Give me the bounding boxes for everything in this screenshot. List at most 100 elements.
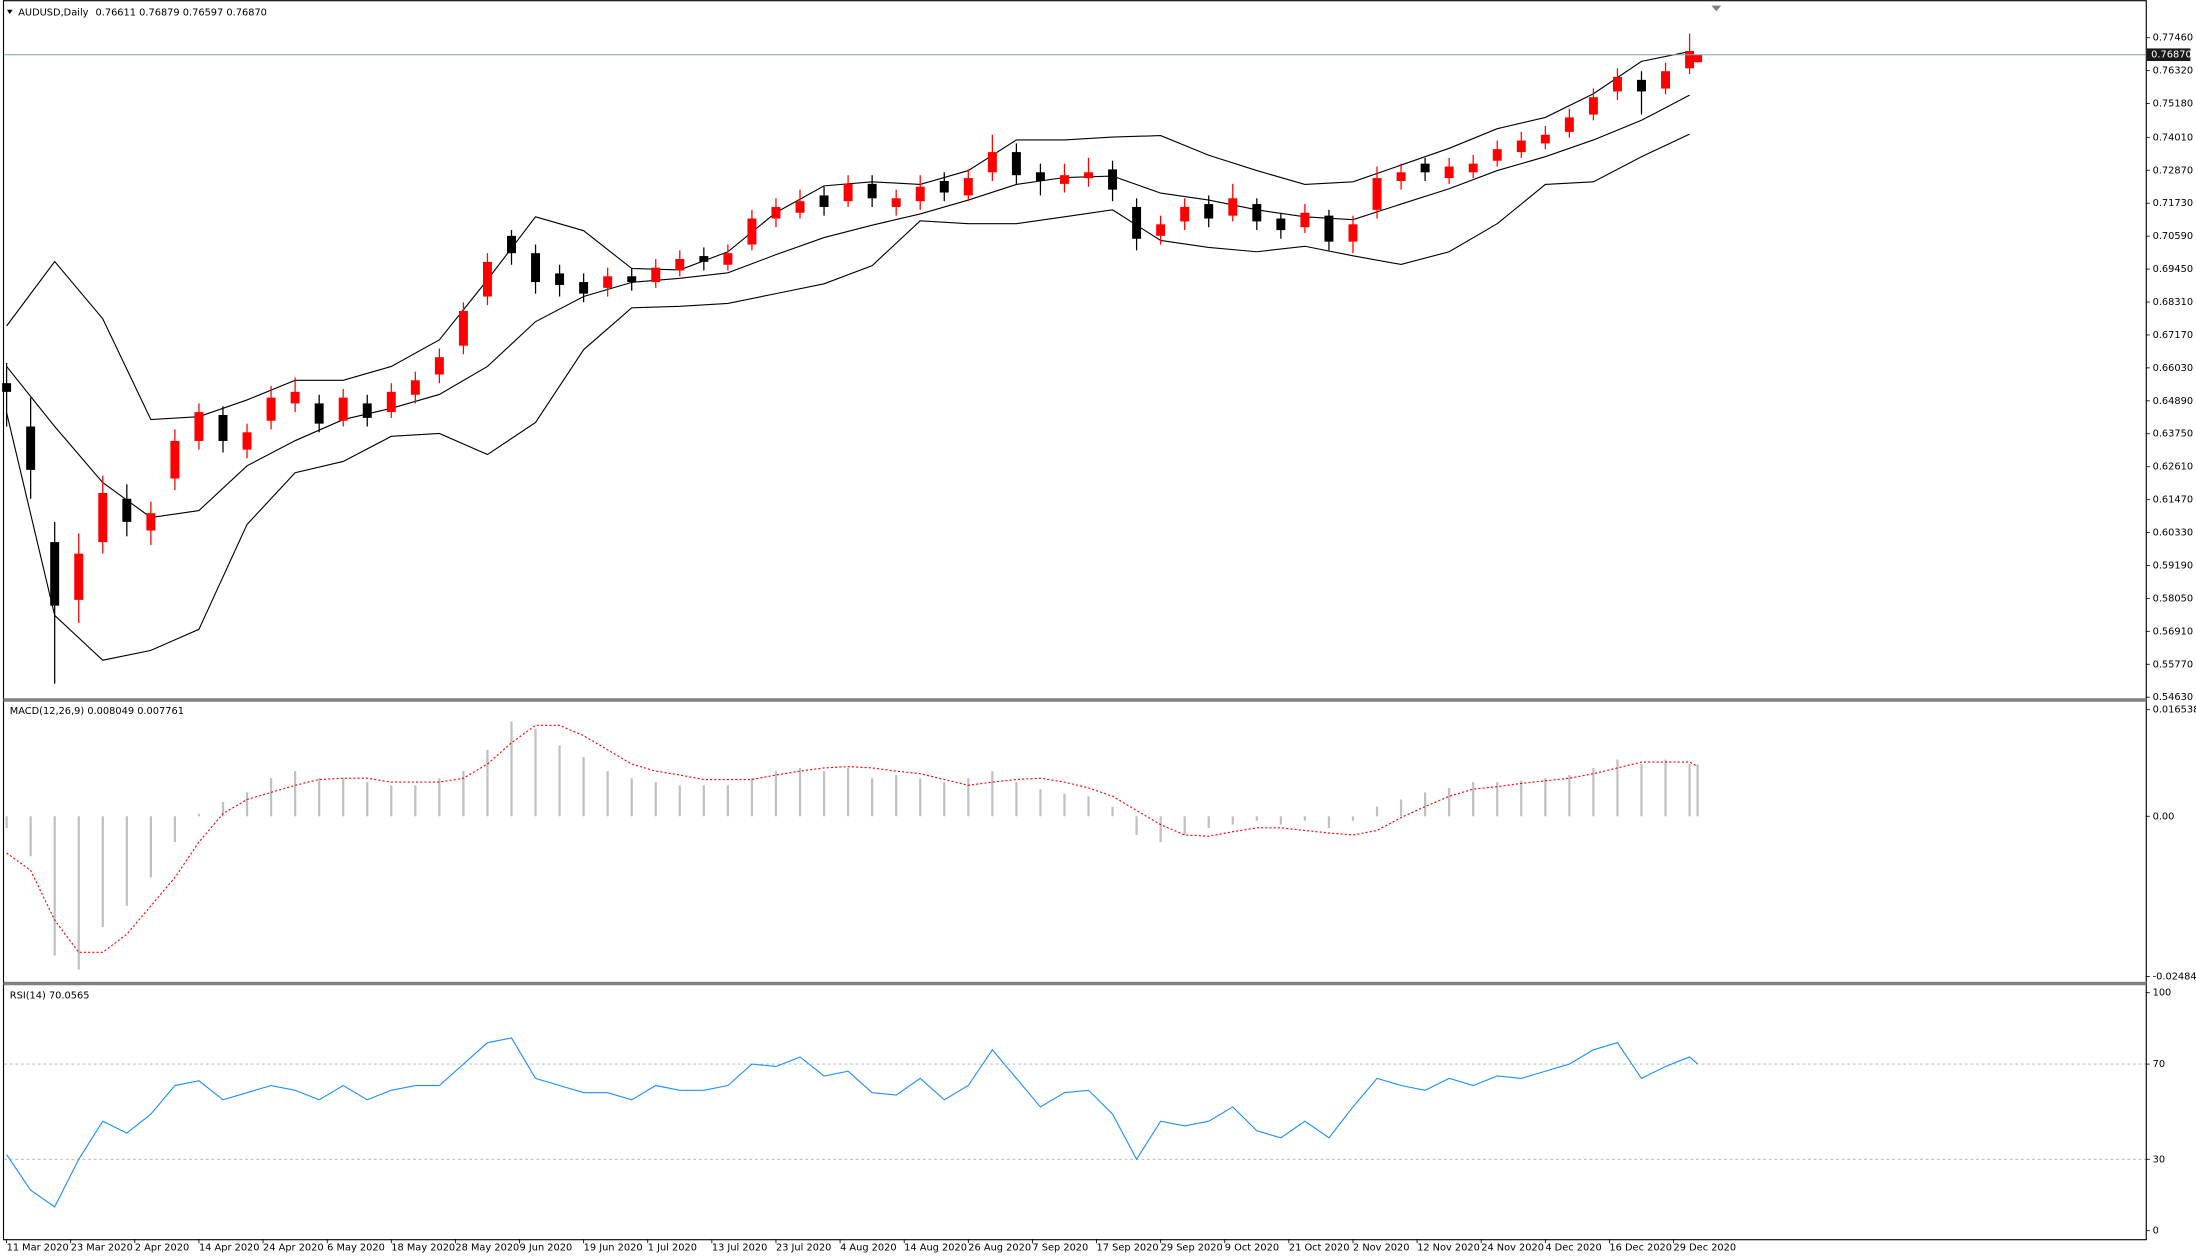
candle-body	[194, 412, 204, 441]
x-tick-label: 12 Nov 2020	[1417, 1242, 1480, 1253]
ohlc-values: 0.76611 0.76879 0.76597 0.76870	[95, 8, 266, 19]
y-tick-label: 0.74010	[2153, 132, 2194, 143]
x-tick-label: 18 May 2020	[391, 1242, 455, 1253]
y-tick-label: 30	[2153, 1154, 2165, 1165]
x-tick-label: 2 Nov 2020	[1353, 1242, 1410, 1253]
candle-body	[74, 553, 84, 600]
x-tick-label: 24 Nov 2020	[1481, 1242, 1544, 1253]
x-tick-label: 29 Dec 2020	[1674, 1242, 1737, 1253]
y-tick-label: 0.66030	[2153, 363, 2194, 374]
y-tick-label: 0.55770	[2153, 659, 2194, 670]
y-tick-label: 0.70590	[2153, 231, 2194, 242]
candle-body	[218, 414, 228, 441]
x-tick-label: 14 Apr 2020	[199, 1242, 260, 1253]
candle-body	[410, 380, 420, 395]
x-tick-label: 11 Mar 2020	[7, 1242, 69, 1253]
bollinger-band	[6, 94, 1690, 519]
x-tick-label: 24 Apr 2020	[263, 1242, 324, 1253]
candle-body	[1637, 79, 1646, 92]
candle-body	[290, 391, 300, 404]
x-tick-label: 1 Jul 2020	[648, 1242, 697, 1253]
candle-body	[1396, 172, 1406, 181]
candle-body	[1612, 76, 1622, 92]
candle-body	[843, 183, 853, 202]
x-tick-label: 29 Sep 2020	[1161, 1242, 1223, 1253]
y-tick-label: 0.67170	[2153, 330, 2194, 341]
y-tick-label: 0.63750	[2153, 429, 2194, 440]
candle-body	[603, 276, 613, 288]
candle-body	[507, 235, 516, 254]
candle-body	[555, 273, 565, 285]
x-tick-label: 21 Oct 2020	[1289, 1242, 1350, 1253]
candle-body	[627, 276, 637, 283]
y-tick-label: 0.68310	[2153, 297, 2194, 308]
candle-body	[1468, 163, 1478, 173]
candle-body	[915, 186, 925, 202]
x-tick-label: 9 Jun 2020	[520, 1242, 573, 1253]
candle-body	[1661, 71, 1671, 89]
candle-body	[1276, 218, 1286, 231]
candle-body	[1516, 140, 1526, 153]
x-tick-label: 23 Mar 2020	[71, 1242, 133, 1253]
y-tick-label: 0.71730	[2153, 198, 2194, 209]
candle-body	[1084, 172, 1093, 179]
bollinger-band	[6, 133, 1690, 661]
candle-body	[1252, 204, 1262, 222]
candle-body	[1492, 149, 1502, 161]
candle-body	[50, 542, 60, 606]
candle-body	[1108, 169, 1118, 190]
x-tick-label: 19 Jun 2020	[584, 1242, 643, 1253]
candle-body	[675, 258, 685, 271]
candle-body	[338, 397, 348, 421]
candle-body	[1540, 134, 1550, 144]
x-tick-label: 28 May 2020	[455, 1242, 519, 1253]
candle-body	[1228, 198, 1238, 216]
candle-body	[1059, 175, 1069, 184]
y-tick-label: 100	[2153, 988, 2172, 999]
candle-body	[434, 357, 444, 375]
candle-body	[699, 256, 709, 262]
rsi-title: RSI(14) 70.0565	[10, 990, 90, 1001]
current-price-label: 0.76870	[2151, 50, 2192, 61]
menu-arrow[interactable]	[7, 9, 13, 14]
x-tick-label: 16 Dec 2020	[1609, 1242, 1672, 1253]
candle-body	[867, 183, 877, 199]
rsi-line	[6, 1037, 1698, 1208]
x-tick-label: 9 Oct 2020	[1225, 1242, 1279, 1253]
candle-body	[1693, 54, 1703, 63]
candle-body	[122, 498, 132, 522]
y-tick-label: 0	[2153, 1226, 2159, 1237]
candle-body	[1011, 152, 1021, 176]
y-tick-label: 70	[2153, 1059, 2165, 1070]
candle-body	[1420, 163, 1430, 173]
candle-body	[891, 198, 901, 207]
candle-body	[1444, 166, 1454, 179]
candle-body	[266, 397, 276, 421]
y-tick-label: 0.75180	[2153, 99, 2194, 110]
chart-title: AUDUSD,Daily 0.76611 0.76879 0.76597 0.76…	[18, 8, 267, 19]
x-tick-label: 14 Aug 2020	[904, 1242, 967, 1253]
candle-body	[98, 492, 108, 543]
x-tick-label: 26 Aug 2020	[968, 1242, 1031, 1253]
candle-body	[1035, 172, 1045, 181]
x-tick-label: 4 Aug 2020	[840, 1242, 897, 1253]
x-tick-label: 2 Apr 2020	[135, 1242, 189, 1253]
candle-body	[146, 513, 156, 531]
candle-body	[771, 206, 781, 219]
y-tick-label: 0.77460	[2153, 33, 2194, 44]
y-tick-label: 0.69450	[2153, 264, 2194, 275]
candle-body	[458, 310, 468, 346]
candle-body	[242, 432, 252, 450]
frame	[2, 0, 2147, 1241]
candle-body	[795, 201, 805, 213]
y-tick-label: 0.56910	[2153, 626, 2194, 637]
y-tick-label: 0.54630	[2153, 692, 2194, 703]
candle-body	[747, 218, 757, 245]
candle-body	[819, 195, 829, 207]
x-tick-label: 6 May 2020	[327, 1242, 385, 1253]
candle-body	[1156, 224, 1166, 236]
candle-body	[2, 383, 12, 392]
